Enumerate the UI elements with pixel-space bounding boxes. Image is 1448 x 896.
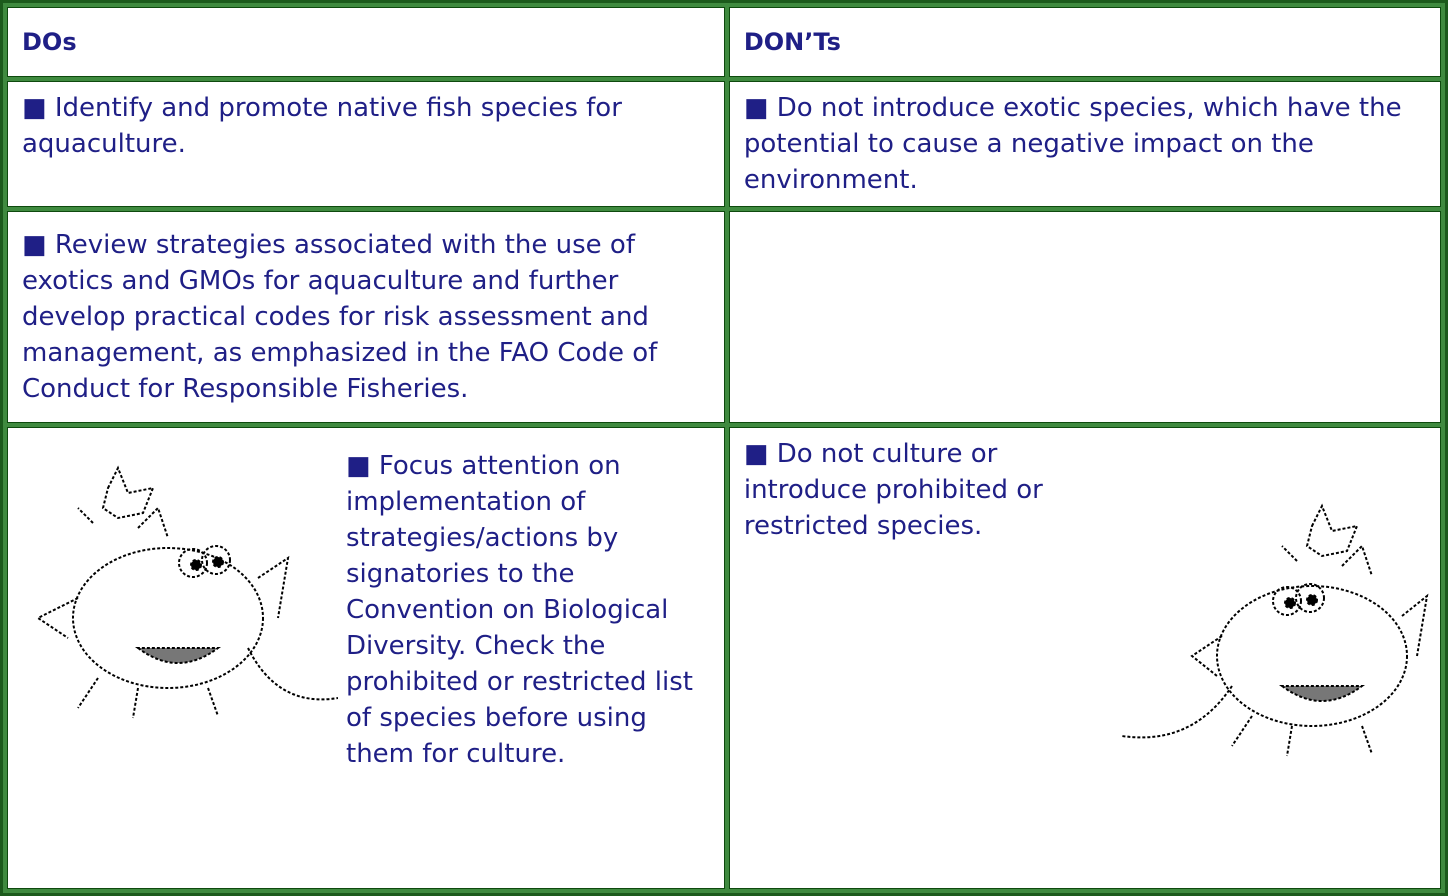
row: ■ Identify and promote native fish speci… <box>7 81 1441 207</box>
row: ■ Review strategies associated with the … <box>7 211 1441 423</box>
cell-text: ■ Do not culture or introduce prohibited… <box>743 439 1043 541</box>
empty-cell <box>728 211 1441 423</box>
cell: ■ Focus attention on implementation of s… <box>7 427 725 889</box>
fish-illustration <box>1121 503 1429 757</box>
header-cell: DOs <box>7 7 725 77</box>
fish-illustration <box>36 465 338 719</box>
header-cell: DON’Ts <box>728 7 1441 77</box>
cell: ■ Review strategies associated with the … <box>7 211 725 423</box>
header-row: DOs DON’Ts <box>7 7 1441 77</box>
cell: ■ Identify and promote native fish speci… <box>7 81 725 207</box>
cell: ■ Do not culture or introduce prohibited… <box>728 427 1441 889</box>
cell-text: ■ Focus attention on implementation of s… <box>346 451 693 769</box>
row: ■ Focus attention on implementation of s… <box>7 427 1441 889</box>
cell: ■ Do not introduce exotic species, which… <box>728 81 1441 207</box>
